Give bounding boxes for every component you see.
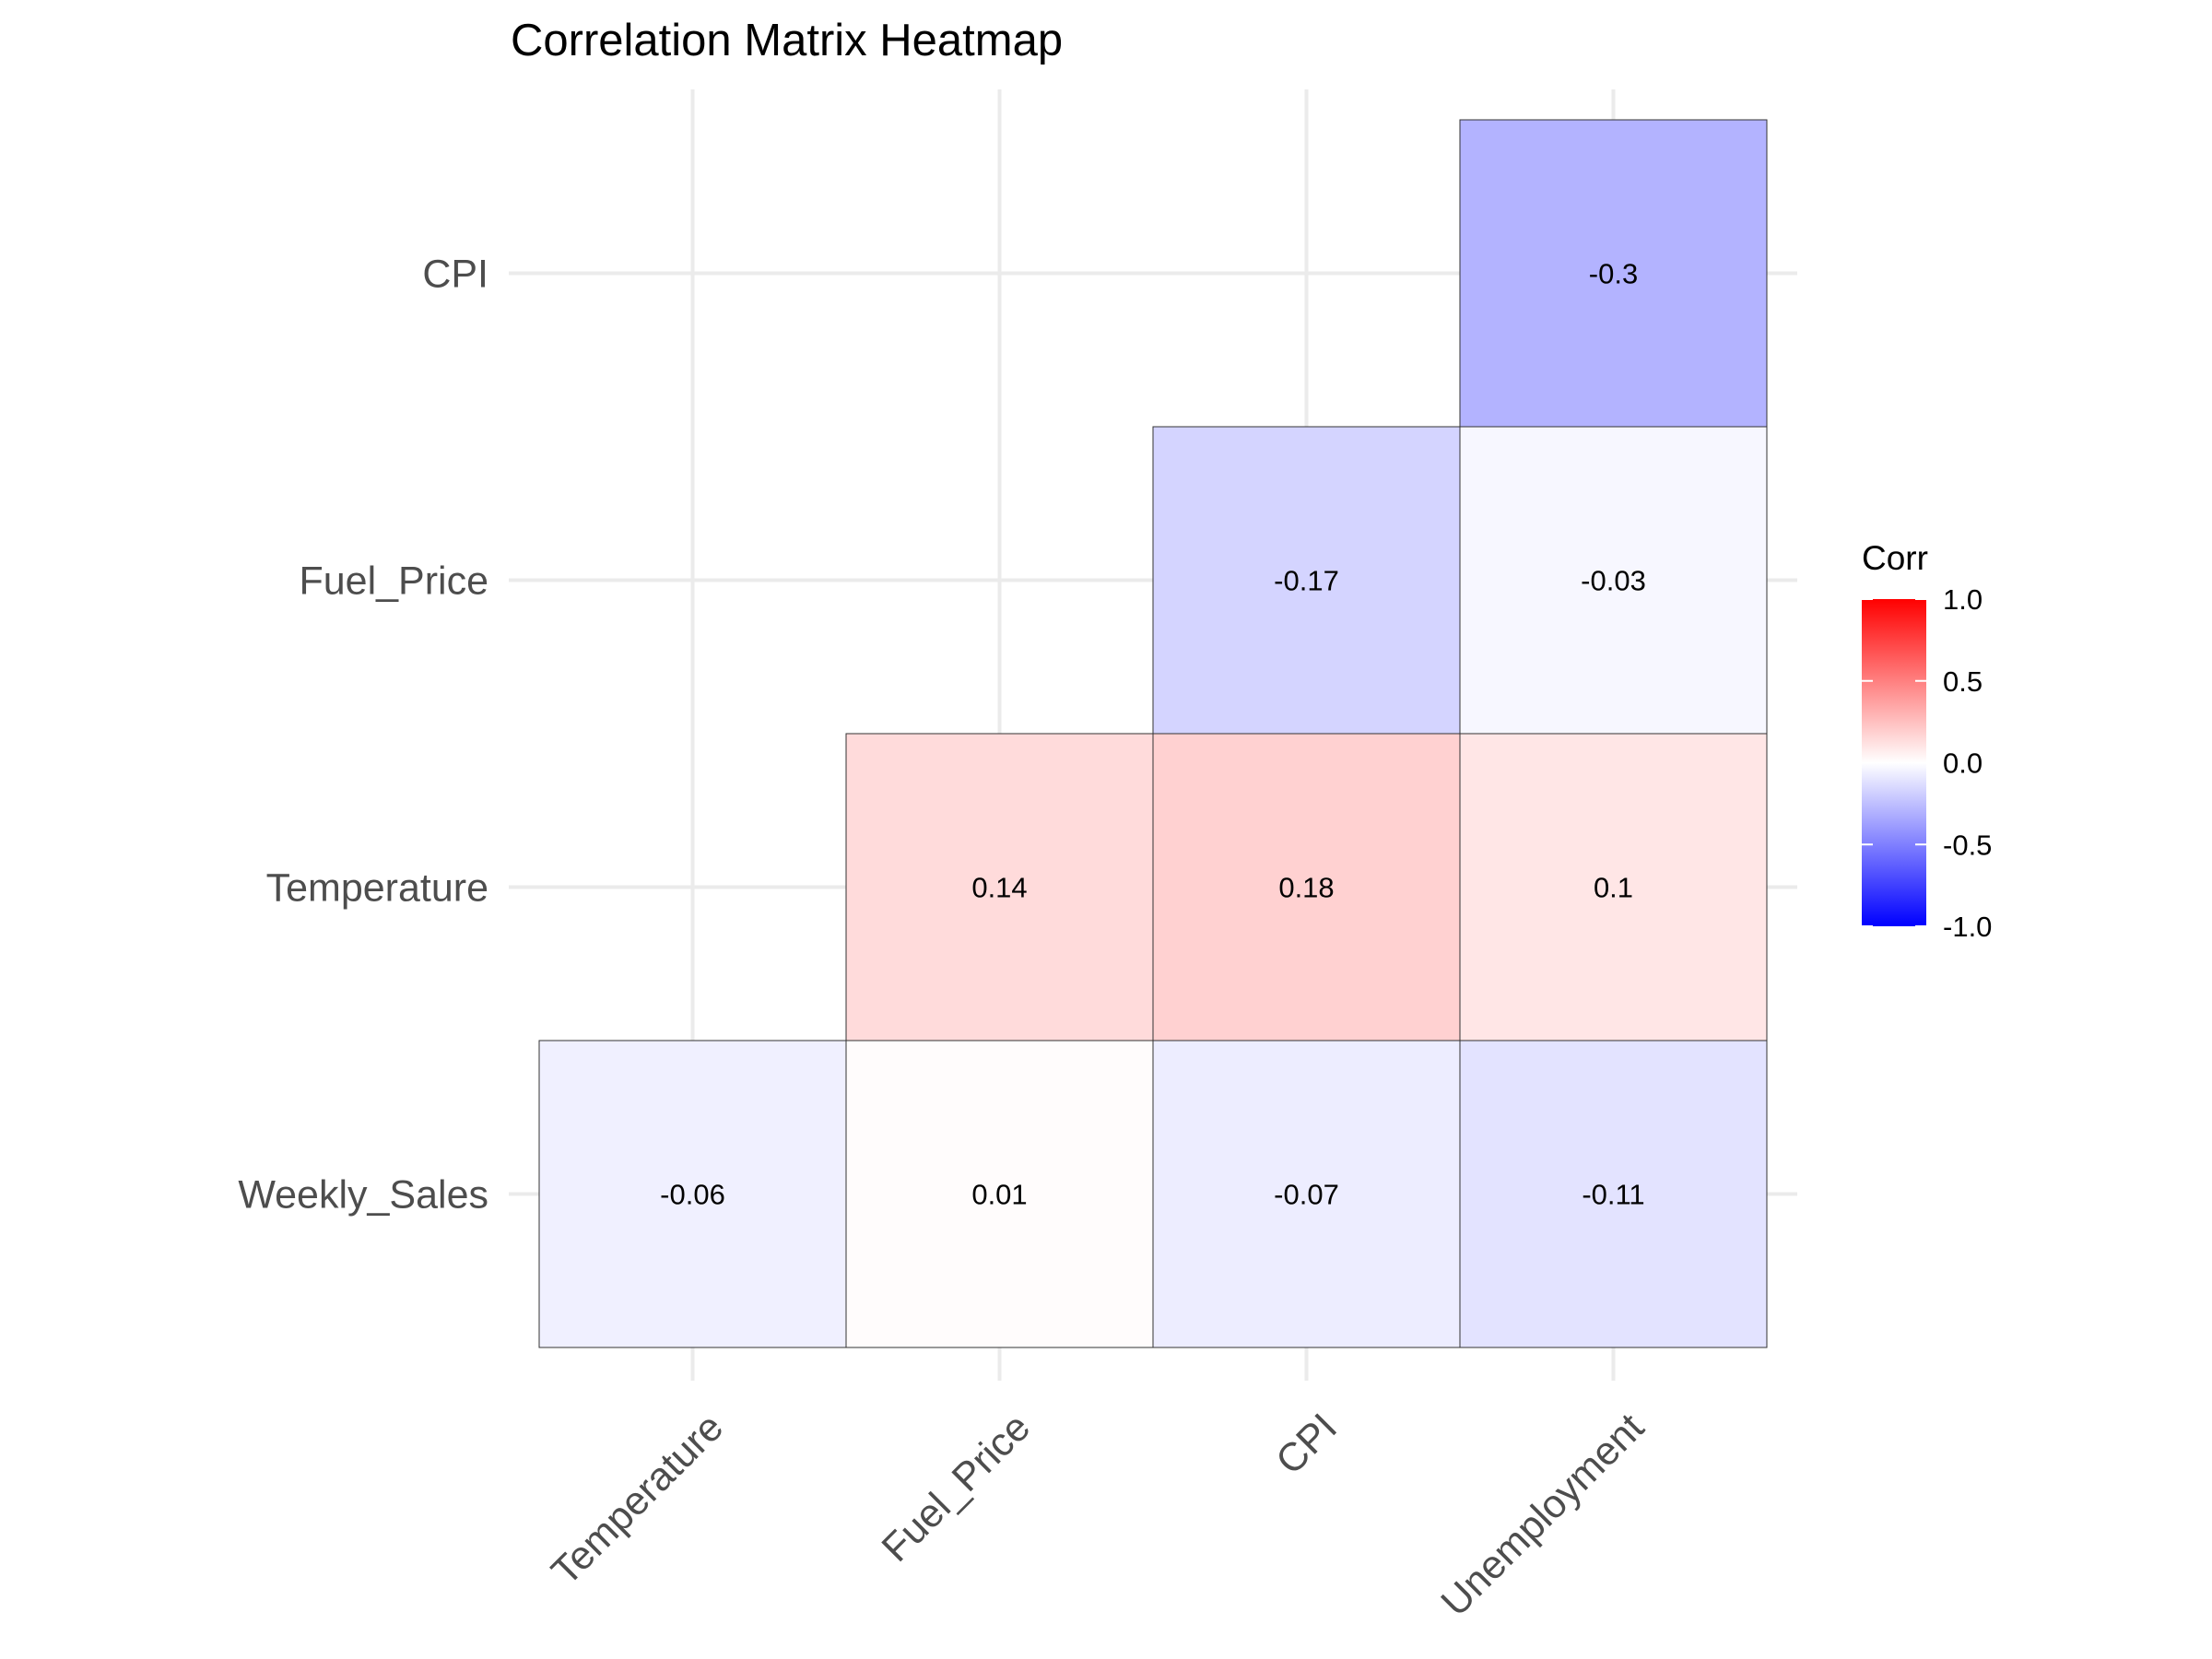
cell-value-label-unemployment-fuel_price: -0.03: [1581, 565, 1646, 597]
cell-value-label-unemployment-weekly_sales: -0.11: [1582, 1179, 1644, 1211]
cell-labels: -0.06 0.01 -0.07 -0.11 0.14 0.18 0.1 -0.17 -0.03…: [660, 258, 1646, 1211]
heatmap-cell-unemployment-weekly_sales: [1459, 1040, 1768, 1348]
y-tick-label-fuel_price: Fuel_Price: [299, 559, 488, 604]
cell-value-label-fuel_price-weekly_sales: 0.01: [971, 1179, 1027, 1211]
heatmap-cell-cpi-weekly_sales: [1152, 1040, 1461, 1348]
heatmap-cell-cpi-temperature: [1152, 733, 1461, 1041]
chart-title: Correlation Matrix Heatmap: [511, 16, 1063, 65]
heatmap-cell-fuel_price-weekly_sales: [845, 1040, 1154, 1348]
legend-tick-label: 1.0: [1943, 583, 1983, 616]
heatmap-cell-unemployment-fuel_price: [1459, 426, 1768, 735]
x-tick-label-temperature: Temperature: [543, 1406, 732, 1594]
heatmap-cell-cpi-fuel_price: [1152, 426, 1461, 735]
cell-value-label-fuel_price-temperature: 0.14: [971, 872, 1027, 904]
legend-tick-label: -0.5: [1943, 829, 1992, 861]
x-tick-label-unemployment: Unemployment: [1433, 1406, 1653, 1625]
x-axis-ticks: Temperature Fuel_Price CPI Unemployment: [543, 1406, 1653, 1625]
cell-value-label-cpi-weekly_sales: -0.07: [1274, 1179, 1339, 1211]
legend-tick-label: 0.5: [1943, 665, 1983, 698]
y-axis-ticks: Weekly_Sales Temperature Fuel_Price CPI: [238, 253, 488, 1218]
color-legend: Corr 1.0 0.5 0.0 -0.5 -1.0: [1862, 539, 1992, 943]
cell-value-label-cpi-temperature: 0.18: [1278, 872, 1334, 904]
x-tick-label-fuel_price: Fuel_Price: [874, 1406, 1039, 1571]
cell-value-label-temperature-weekly_sales: -0.06: [660, 1179, 725, 1211]
heatmap-cell-temperature-weekly_sales: [538, 1040, 847, 1348]
x-tick-label-cpi: CPI: [1267, 1406, 1346, 1484]
legend-tick-label: 0.0: [1943, 747, 1983, 780]
cell-value-label-unemployment-cpi: -0.3: [1589, 258, 1638, 290]
cell-value-label-unemployment-temperature: 0.1: [1594, 872, 1633, 904]
legend-title: Corr: [1862, 539, 1928, 577]
cell-value-label-cpi-fuel_price: -0.17: [1274, 565, 1339, 597]
heatmap-cells: [538, 119, 1768, 1348]
heatmap-cell-unemployment-cpi: [1459, 119, 1768, 428]
legend-tick-label: -1.0: [1943, 911, 1992, 943]
y-tick-label-weekly_sales: Weekly_Sales: [238, 1173, 488, 1218]
heatmap-cell-fuel_price-temperature: [845, 733, 1154, 1041]
y-tick-label-temperature: Temperature: [266, 866, 488, 911]
y-tick-label-cpi: CPI: [422, 253, 488, 297]
